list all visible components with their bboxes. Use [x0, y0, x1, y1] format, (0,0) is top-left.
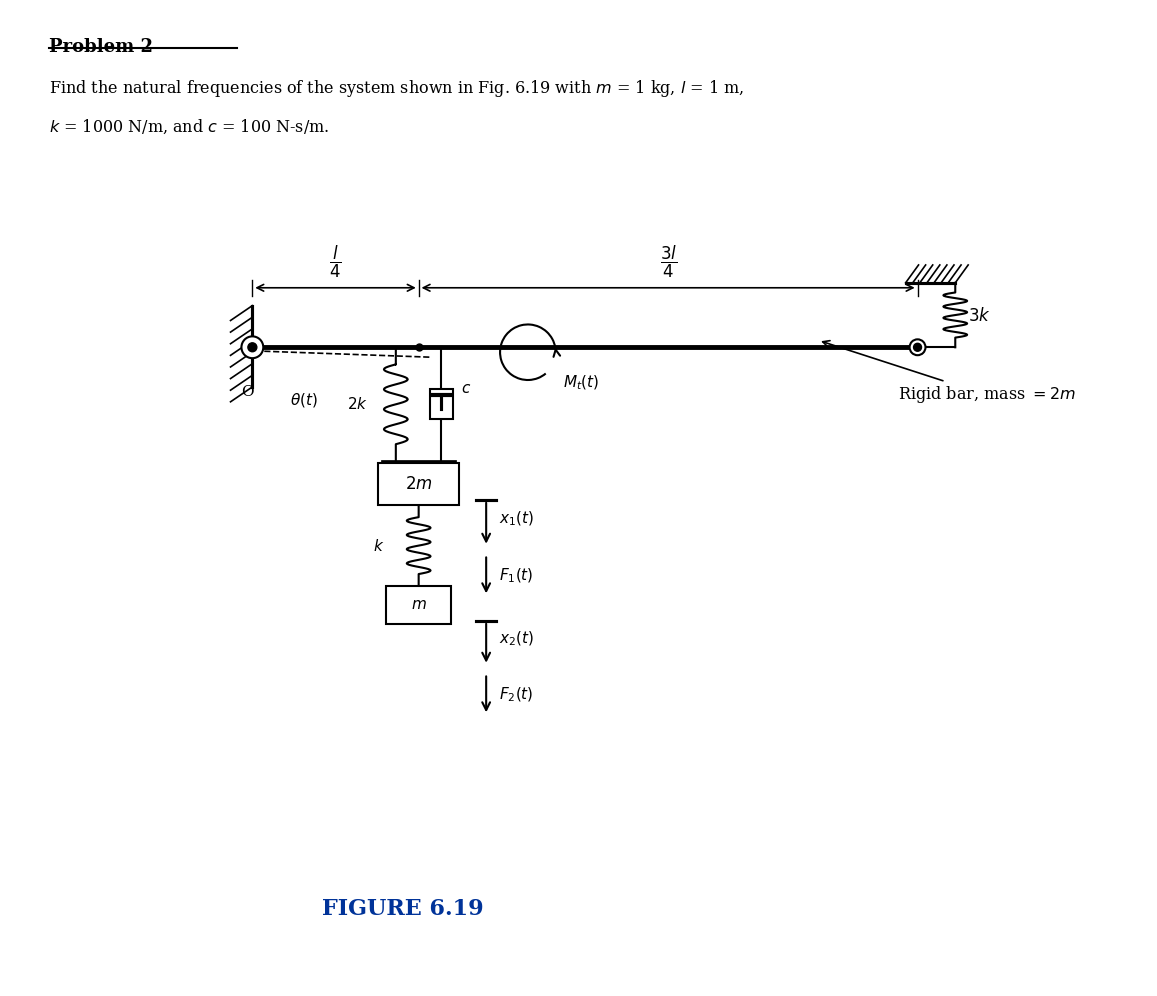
Circle shape — [242, 337, 264, 359]
Text: $\dfrac{l}{4}$: $\dfrac{l}{4}$ — [330, 244, 341, 280]
Bar — [378, 463, 459, 505]
Text: $2k$: $2k$ — [347, 396, 368, 412]
Text: Find the natural frequencies of the system shown in Fig. 6.19 with $m$ = 1 kg, $: Find the natural frequencies of the syst… — [49, 78, 744, 99]
Text: FIGURE 6.19: FIGURE 6.19 — [322, 898, 484, 920]
Text: O: O — [241, 384, 253, 399]
Text: $\theta(t)$: $\theta(t)$ — [290, 390, 318, 409]
Text: $m$: $m$ — [411, 598, 427, 613]
Text: Problem 2: Problem 2 — [49, 38, 153, 56]
Text: $F_1(t)$: $F_1(t)$ — [499, 566, 533, 585]
Text: $c$: $c$ — [462, 382, 472, 396]
Text: $2m$: $2m$ — [405, 476, 433, 493]
Text: $k$ = 1000 N/m, and $c$ = 100 N-s/m.: $k$ = 1000 N/m, and $c$ = 100 N-s/m. — [49, 118, 330, 135]
Text: $k$: $k$ — [373, 538, 384, 554]
Circle shape — [248, 343, 257, 352]
Circle shape — [909, 340, 926, 356]
Circle shape — [914, 344, 921, 352]
Text: $\dfrac{3l}{4}$: $\dfrac{3l}{4}$ — [659, 244, 677, 280]
Text: $x_2(t)$: $x_2(t)$ — [499, 629, 535, 647]
Bar — [429, 389, 454, 419]
Text: $M_t(t)$: $M_t(t)$ — [562, 374, 599, 392]
Text: Rigid bar, mass $= 2m$: Rigid bar, mass $= 2m$ — [823, 341, 1075, 405]
Text: $3k$: $3k$ — [968, 307, 990, 325]
Bar — [386, 587, 451, 623]
Text: $F_2(t)$: $F_2(t)$ — [499, 685, 533, 703]
Text: $x_1(t)$: $x_1(t)$ — [499, 509, 535, 528]
